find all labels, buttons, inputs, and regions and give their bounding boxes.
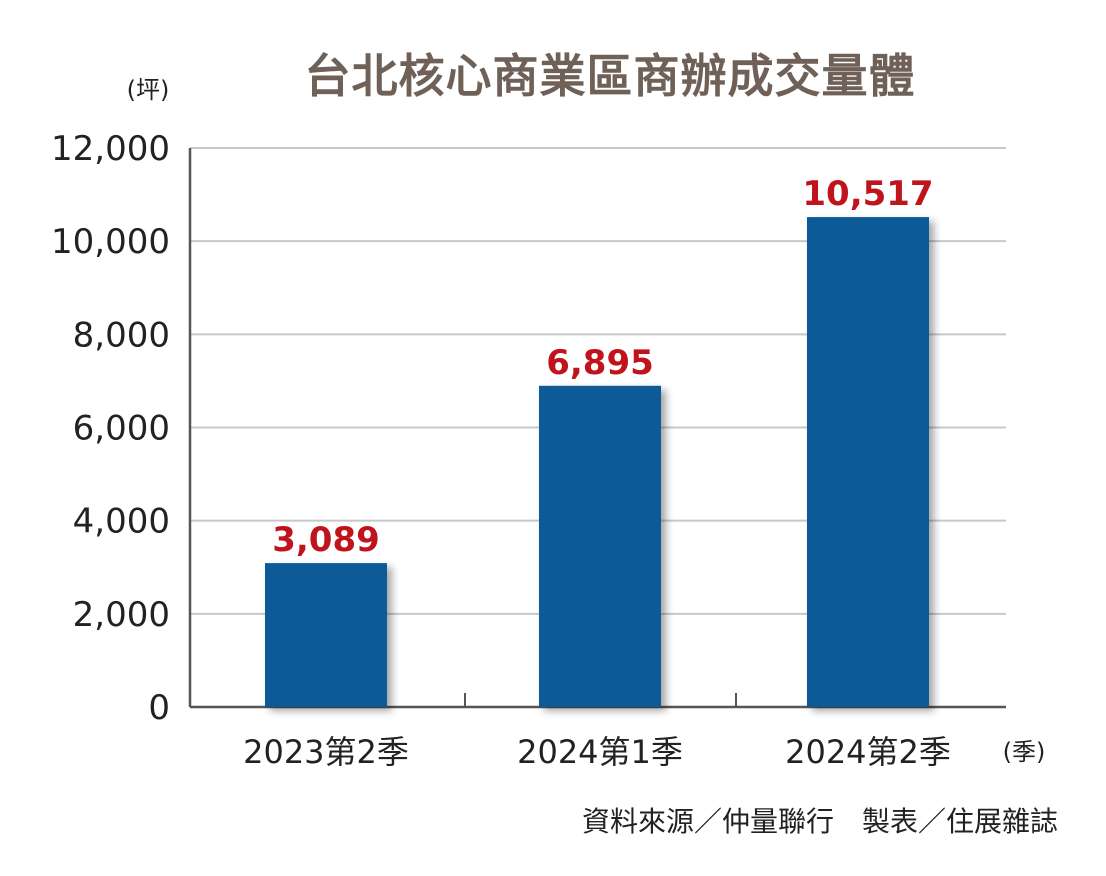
y-tick-label: 0: [148, 688, 170, 728]
x-axis-unit-label: (季): [1003, 738, 1046, 766]
y-tick-label: 6,000: [73, 409, 170, 449]
data-label: 3,089: [272, 520, 380, 560]
source-note: 資料來源／仲量聯行 製表／住展雜誌: [581, 805, 1058, 838]
x-category-label: 2024第1季: [517, 733, 683, 771]
y-tick-label: 2,000: [73, 595, 170, 635]
bar: [807, 217, 929, 708]
y-tick-label: 4,000: [73, 502, 170, 542]
data-label: 6,895: [546, 343, 654, 383]
x-category-label: 2024第2季: [785, 733, 951, 771]
bar: [265, 563, 387, 707]
y-tick-label: 8,000: [73, 315, 170, 355]
y-tick-label: 10,000: [51, 222, 170, 262]
y-axis-unit-label: (坪): [127, 76, 170, 104]
x-category-label: 2023第2季: [243, 733, 409, 771]
data-label: 10,517: [802, 174, 933, 214]
chart-title: 台北核心商業區商辦成交量體: [304, 49, 916, 103]
y-tick-label: 12,000: [51, 129, 170, 169]
bar: [539, 385, 661, 707]
